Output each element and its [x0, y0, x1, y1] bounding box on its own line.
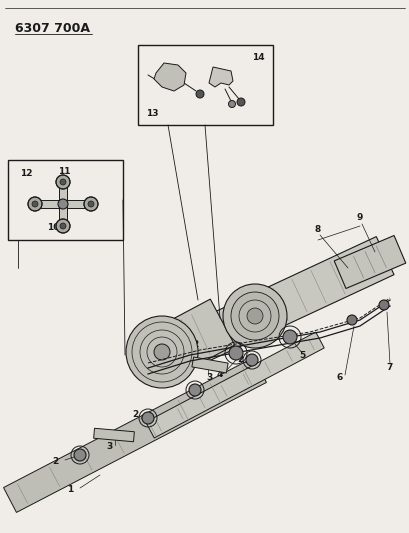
Circle shape	[60, 179, 66, 185]
Bar	[59, 182, 67, 226]
Text: 14: 14	[251, 52, 264, 61]
Text: 13: 13	[145, 109, 158, 117]
Polygon shape	[209, 67, 232, 87]
Text: 11: 11	[58, 167, 70, 176]
Bar	[138, 45, 272, 125]
Circle shape	[189, 384, 200, 396]
Polygon shape	[333, 236, 405, 288]
Circle shape	[236, 98, 245, 106]
Circle shape	[196, 90, 204, 98]
Text: 4: 4	[216, 370, 222, 379]
Circle shape	[229, 346, 243, 360]
Circle shape	[378, 300, 388, 310]
Text: 3: 3	[207, 374, 213, 383]
Text: 2: 2	[191, 341, 198, 350]
Circle shape	[28, 197, 42, 211]
Text: 6307 700A: 6307 700A	[15, 21, 90, 35]
Polygon shape	[146, 332, 324, 438]
Circle shape	[246, 308, 262, 324]
Text: 2: 2	[236, 356, 243, 365]
Circle shape	[56, 175, 70, 189]
Polygon shape	[93, 429, 134, 442]
Circle shape	[282, 330, 296, 344]
Polygon shape	[135, 299, 234, 385]
Polygon shape	[4, 358, 266, 512]
Polygon shape	[154, 63, 186, 91]
Circle shape	[245, 354, 257, 366]
Text: 1: 1	[67, 486, 73, 495]
Circle shape	[56, 219, 70, 233]
Text: 12: 12	[20, 169, 32, 179]
Text: 8: 8	[314, 225, 320, 235]
Circle shape	[60, 223, 66, 229]
Circle shape	[32, 201, 38, 207]
Circle shape	[142, 412, 154, 424]
Circle shape	[58, 199, 68, 209]
Circle shape	[154, 344, 170, 360]
Polygon shape	[186, 237, 393, 364]
Text: 9: 9	[356, 214, 362, 222]
Circle shape	[84, 197, 98, 211]
Polygon shape	[191, 357, 227, 373]
Text: 2: 2	[132, 410, 138, 419]
Text: 2: 2	[52, 457, 58, 466]
Circle shape	[126, 316, 198, 388]
Circle shape	[222, 284, 286, 348]
Text: 5: 5	[298, 351, 304, 360]
Circle shape	[228, 101, 235, 108]
Bar	[35, 200, 91, 208]
Text: 3: 3	[107, 442, 113, 451]
Text: 6: 6	[336, 374, 342, 383]
Text: 10: 10	[47, 223, 59, 232]
Circle shape	[74, 449, 86, 461]
Text: 7: 7	[386, 364, 392, 373]
Circle shape	[88, 201, 94, 207]
Circle shape	[346, 315, 356, 325]
Bar	[8, 160, 123, 240]
Circle shape	[230, 292, 278, 340]
